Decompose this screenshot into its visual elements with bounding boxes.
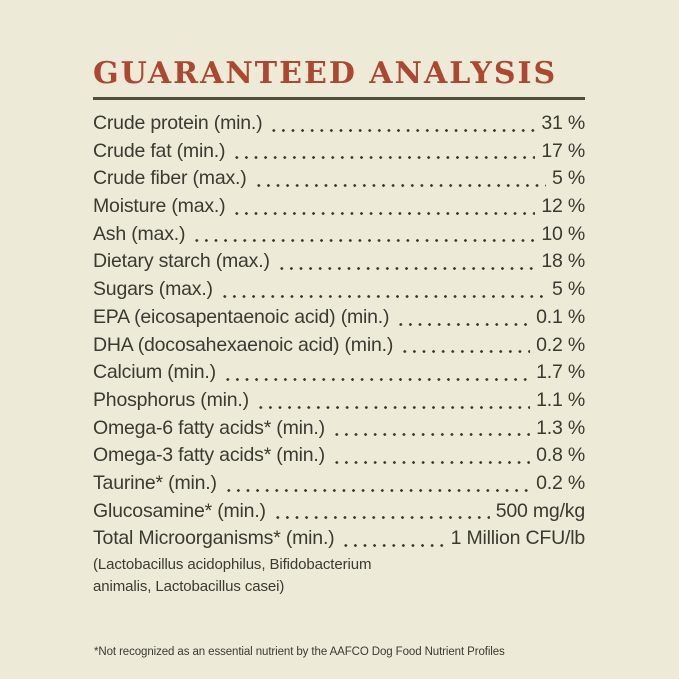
- nutrient-value: 0.2 %: [536, 333, 585, 356]
- aafco-footnote: *Not recognized as an essential nutrient…: [94, 646, 505, 658]
- analysis-row: Omega-6 fatty acids* (min.) 1.3 %: [93, 414, 585, 443]
- analysis-row: EPA (eicosapentaenoic acid) (min.) 0.1 %: [93, 303, 585, 332]
- dot-leader: [331, 442, 531, 470]
- dot-leader: [255, 386, 531, 415]
- dot-leader: [341, 525, 445, 553]
- nutrient-label: Moisture (max.): [93, 195, 226, 218]
- dot-leader: [272, 497, 490, 526]
- nutrient-label: Ash (max.): [93, 222, 186, 245]
- analysis-row: Taurine* (min.) 0.2 %: [93, 469, 585, 498]
- page-title: GUARANTEED ANALYSIS: [93, 56, 558, 91]
- analysis-row: Phosphorus (min.) 1.1 %: [93, 386, 585, 415]
- nutrient-label: Omega-3 fatty acids* (min.): [93, 444, 325, 467]
- nutrient-label: DHA (docosahexaenoic acid) (min.): [93, 333, 394, 356]
- nutrient-label: Phosphorus (min.): [93, 388, 249, 411]
- analysis-row: Total Microorganisms* (min.) 1 Million CF…: [93, 525, 585, 553]
- microorganisms-subnote: (Lactobacillus acidophilus, Bifidobacter…: [93, 554, 585, 597]
- nutrient-value: 10 %: [541, 222, 585, 245]
- nutrient-label: Calcium (min.): [93, 361, 216, 384]
- nutrient-label: Crude fat (min.): [93, 139, 226, 162]
- nutrient-value: 0.8 %: [536, 444, 585, 467]
- analysis-row: Calcium (min.) 1.7 %: [93, 359, 585, 387]
- nutrient-value: 1.7 %: [536, 361, 585, 384]
- nutrient-label: Crude fiber (max.): [93, 167, 247, 190]
- dot-leader: [269, 110, 536, 138]
- analysis-row: Crude fiber (max.) 5 %: [93, 165, 585, 194]
- analysis-row: DHA (docosahexaenoic acid) (min.) 0.2 %: [93, 331, 585, 360]
- nutrient-value: 12 %: [541, 195, 585, 218]
- dot-leader: [331, 414, 531, 443]
- title-underline: [93, 97, 585, 100]
- dot-leader: [219, 276, 546, 304]
- dot-leader: [232, 193, 536, 221]
- nutrient-label: Crude protein (min.): [93, 112, 263, 134]
- analysis-row: Glucosamine* (min.) 500 mg/kg: [93, 497, 585, 526]
- dot-leader: [223, 469, 531, 498]
- nutrient-value: 5 %: [551, 278, 585, 301]
- analysis-row: Sugars (max.) 5 %: [93, 276, 585, 304]
- dot-leader: [276, 248, 536, 277]
- subnote-line: animalis, Lactobacillus casei): [93, 577, 285, 595]
- nutrient-value: 0.2 %: [536, 471, 585, 494]
- nutrient-label: Omega-6 fatty acids* (min.): [93, 416, 325, 439]
- nutrient-label: Sugars (max.): [93, 278, 213, 301]
- analysis-row: Omega-3 fatty acids* (min.) 0.8 %: [93, 442, 585, 470]
- nutrient-value: 17 %: [541, 139, 585, 162]
- nutrient-value: 0.1 %: [536, 305, 585, 328]
- nutrient-label: Total Microorganisms* (min.): [93, 527, 335, 550]
- nutrient-value: 1 Million CFU/lb: [450, 527, 586, 550]
- nutrient-value: 500 mg/kg: [495, 499, 585, 522]
- nutrient-value: 31 %: [541, 112, 585, 134]
- dot-leader: [192, 220, 536, 249]
- dot-leader: [253, 165, 546, 194]
- nutrient-label: EPA (eicosapentaenoic acid) (min.): [93, 305, 390, 328]
- nutrient-value: 5 %: [551, 167, 585, 190]
- nutrient-label: Glucosamine* (min.): [93, 499, 266, 522]
- analysis-row: Moisture (max.) 12 %: [93, 193, 585, 221]
- analysis-row: Crude fat (min.) 17 %: [93, 137, 585, 166]
- nutrient-value: 18 %: [541, 250, 585, 273]
- nutrient-value: 1.1 %: [536, 388, 585, 411]
- subnote-line: (Lactobacillus acidophilus, Bifidobacter…: [93, 556, 372, 573]
- analysis-row: Ash (max.) 10 %: [93, 220, 585, 249]
- analysis-row: Dietary starch (max.) 18 %: [93, 248, 585, 277]
- nutrient-label: Dietary starch (max.): [93, 250, 270, 273]
- dot-leader: [222, 359, 531, 387]
- nutrient-value: 1.3 %: [536, 416, 585, 439]
- analysis-rows: Crude protein (min.) 31 % Crude fat (min.)…: [93, 110, 585, 553]
- nutrient-label: Taurine* (min.): [93, 471, 217, 494]
- analysis-row: Crude protein (min.) 31 %: [93, 110, 585, 138]
- guaranteed-analysis-panel: GUARANTEED ANALYSIS Crude protein (min.)…: [93, 56, 585, 597]
- dot-leader: [400, 331, 531, 360]
- dot-leader: [396, 303, 531, 332]
- dot-leader: [232, 137, 536, 166]
